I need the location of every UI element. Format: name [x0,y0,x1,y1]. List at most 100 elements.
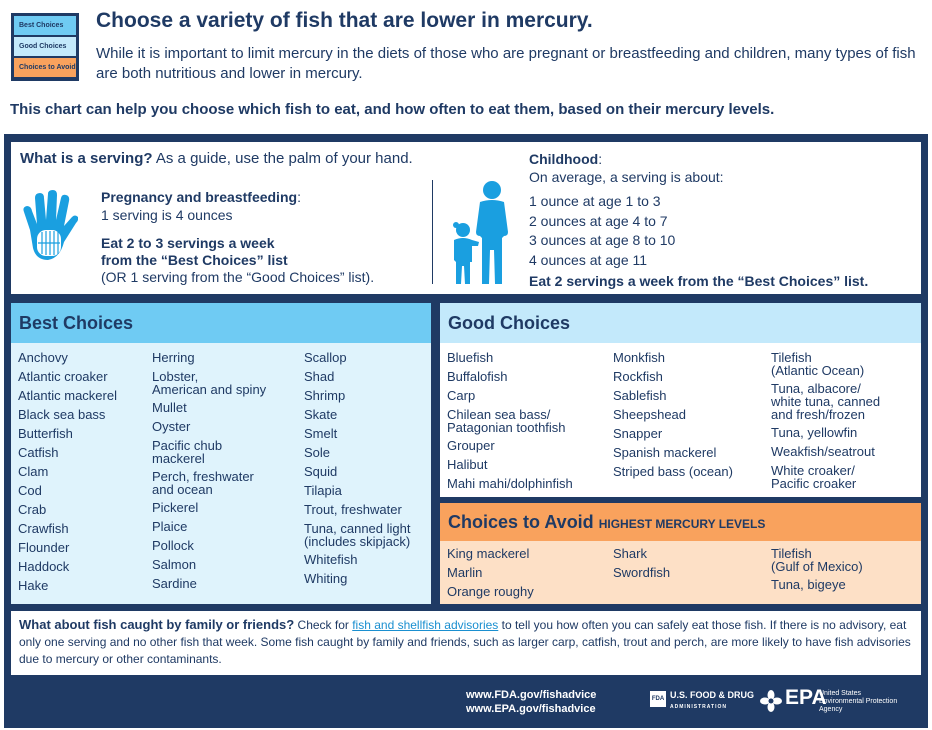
epa-url[interactable]: www.EPA.gov/fishadvice [466,703,596,715]
fda-url[interactable]: www.FDA.gov/fishadvice [466,689,597,701]
fish-item: Crab [18,502,47,517]
fish-item: Snapper [613,426,663,441]
note-text-before: Check for [294,618,353,632]
fish-item: Marlin [447,565,483,580]
fish-item: Black sea bass [18,407,106,422]
good-col-1: Bluefish Buffalofish Carp Chilean sea bass/… [447,351,612,496]
fish-item: Lobster, American and spiny [152,369,267,397]
fish-item: Tilefish (Atlantic Ocean) [771,350,865,378]
good-choices-panel: Bluefish Buffalofish Carp Chilean sea bass/… [440,343,921,497]
childhood-list-item: 3 ounces at age 8 to 10 [529,232,676,248]
fish-item: Salmon [152,557,197,572]
fish-item: Squid [304,464,338,479]
childhood-list-item: 4 ounces at age 11 [529,251,648,268]
fish-item: Cod [18,483,42,498]
intro-text: While it is important to limit mercury i… [96,45,916,82]
fish-item: Perch, freshwater and ocean [152,469,254,497]
fish-item: Tilefish (Gulf of Mexico) [771,546,863,574]
fish-item: Pacific chub mackerel [152,438,223,466]
avoid-panel: King mackerel Marlin Orange roughy Shark Sw… [440,541,921,604]
childhood-advice: Eat 2 servings a week from the “Best Cho… [529,273,869,289]
fish-item: Tuna, bigeye [771,577,846,592]
fish-item: Shark [613,546,647,561]
fish-item: Tilapia [304,483,342,498]
good-col-3: Tilefish (Atlantic Ocean) Tuna, albacore/… [771,351,919,495]
best-col-3: Scallop Shad Shrimp Skate Smelt Sole Squid Tila… [304,351,431,591]
fish-item: Tuna, yellowfin [771,425,858,440]
fish-item: Grouper [447,438,495,453]
avoid-col-1: King mackerel Marlin Orange roughy [447,547,612,604]
fish-item: Shad [304,369,335,384]
epa-logo-text: EPA [785,686,827,709]
childhood-list: 1 ounce at age 1 to 3 2 ounces at age 4 … [529,192,675,270]
childhood-intro: On average, a serving is about: [529,169,724,185]
serving-question-bold: What is a serving? [20,150,153,167]
fish-item: Anchovy [18,350,68,365]
pregnancy-advice-1: Eat 2 to 3 servings a week [101,235,275,251]
fish-item: Sheepshead [613,407,687,422]
fish-item: Haddock [18,559,70,574]
pregnancy-colon: : [297,189,301,205]
fish-item: Smelt [304,426,338,441]
fish-item: Pollock [152,538,194,553]
pregnancy-advice-3: (OR 1 serving from the “Good Choices” li… [101,269,375,285]
fish-item: Pickerel [152,500,199,515]
fish-item: Buffalofish [447,369,508,384]
fish-item: Skate [304,407,338,422]
legend-good: Good Choices [14,37,76,56]
fish-item: Tuna, canned light (includes skipjack) [304,521,411,549]
legend-box: Best Choices Good Choices Choices to Avo… [11,13,79,81]
fish-item: Shrimp [304,388,346,403]
serving-question-rest: As a guide, use the palm of your hand. [152,150,413,167]
advisories-link[interactable]: fish and shellfish advisories [352,618,499,632]
best-col-1: Anchovy Atlantic croaker Atlantic mackerel… [18,351,148,598]
fish-item: Oyster [152,419,191,434]
best-col-2: Herring Lobster, American and spiny Mullet… [152,351,302,596]
avoid-col-2: Shark Swordfish [613,547,763,585]
url-block: www.FDA.gov/fishadvice www.EPA.gov/fisha… [466,688,596,716]
note-text-after: to tell you how often you can safely eat… [19,618,911,666]
fish-item: Herring [152,350,195,365]
childhood-block: Childhood: On average, a serving is abou… [529,150,724,186]
avoid-subtitle: HIGHEST MERCURY LEVELS [598,517,766,531]
serving-divider [432,180,433,284]
fish-item: Sole [304,445,331,460]
serving-question: What is a serving? As a guide, use the p… [20,150,413,167]
fish-item: Trout, freshwater [304,502,402,517]
avoid-heading: Choices to Avoid HIGHEST MERCURY LEVELS [440,503,921,541]
fish-item: Striped bass (ocean) [613,464,733,479]
page-title: Choose a variety of fish that are lower … [96,9,593,32]
pregnancy-advice-2: from the “Best Choices” list [101,252,288,268]
avoid-title: Choices to Avoid [448,512,594,532]
fish-item: Catfish [18,445,59,460]
fish-item: Plaice [152,519,188,534]
fish-item: Rockfish [613,369,663,384]
chart-subheading: This chart can help you choose which fis… [10,101,775,118]
epa-sub-2: Environmental Protection [819,698,898,705]
childhood-label: Childhood [529,151,599,167]
fish-item: Mahi mahi/dolphinfish [447,476,573,491]
childhood-list-item: 1 ounce at age 1 to 3 [529,193,661,209]
fish-item: Clam [18,464,49,479]
fish-item: Whitefish [304,552,358,567]
pregnancy-amount: 1 serving is 4 ounces [101,207,233,223]
fish-item: Flounder [18,540,70,555]
fish-item: Tuna, albacore/ white tuna, canned and f… [771,381,881,422]
fda-logo-mark: FDA [650,691,666,707]
fish-item: Sardine [152,576,197,591]
fish-item: Bluefish [447,350,494,365]
fish-item: Mullet [152,400,187,415]
best-choices-heading: Best Choices [11,303,431,343]
fish-item: Atlantic croaker [18,369,108,384]
epa-sub-1: United States [819,690,862,697]
legend-best: Best Choices [14,16,76,35]
epa-agency-text: United States Environmental Protection A… [819,690,897,714]
family-friends-question: What about fish caught by family or frie… [19,617,295,632]
fish-item: Orange roughy [447,584,534,599]
fish-item: Whiting [304,571,348,586]
fish-item: Swordfish [613,565,671,580]
fda-name: U.S. FOOD & DRUG [670,690,755,700]
fish-item: Atlantic mackerel [18,388,117,403]
fish-item: Monkfish [613,350,666,365]
fish-item: Spanish mackerel [613,445,717,460]
